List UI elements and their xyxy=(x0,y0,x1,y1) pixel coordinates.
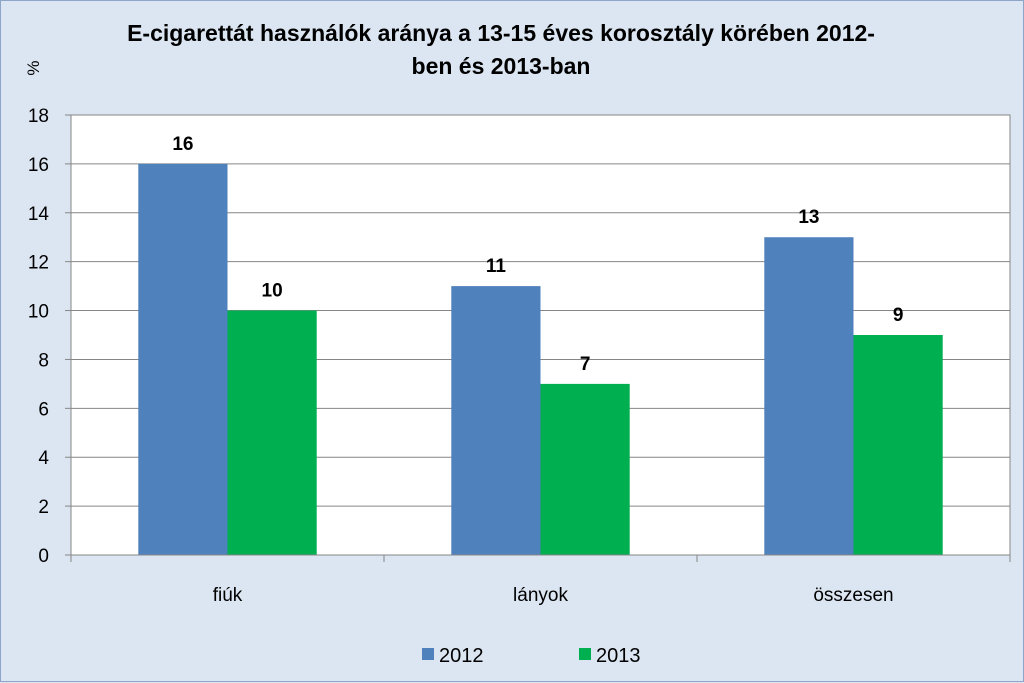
y-tick-label: 14 xyxy=(28,204,50,225)
y-tick-label: 10 xyxy=(28,302,49,323)
axes xyxy=(65,114,1011,562)
data-label: 13 xyxy=(798,207,819,228)
y-tick-label: 0 xyxy=(38,546,49,567)
bar-2012-1 xyxy=(451,286,541,555)
bar-2013-2 xyxy=(853,335,943,555)
legend: 2012 2013 xyxy=(422,645,641,667)
data-label: 11 xyxy=(486,256,507,277)
y-tick-label: 4 xyxy=(38,448,49,469)
x-tick-label: fiúk xyxy=(213,585,243,606)
y-axis-label: % xyxy=(24,60,43,75)
y-tick-label: 6 xyxy=(38,399,49,420)
y-tick-label: 16 xyxy=(28,155,49,176)
bar-2012-0 xyxy=(138,163,228,555)
data-label: 16 xyxy=(172,134,193,155)
data-label: 10 xyxy=(262,281,283,302)
bar-2013-0 xyxy=(227,310,317,555)
bar-2012-2 xyxy=(764,237,854,555)
chart-title-line-1: E-cigarettát használók aránya a 13-15 év… xyxy=(127,20,875,46)
y-tick-label: 18 xyxy=(28,106,49,127)
y-tick-label: 12 xyxy=(28,253,49,274)
legend-swatch-2013 xyxy=(579,648,591,660)
data-label: 7 xyxy=(580,354,591,375)
bar-2013-1 xyxy=(540,383,630,555)
bars xyxy=(138,163,943,555)
data-labels: 16 10 11 7 13 9 xyxy=(172,134,903,375)
y-tick-labels: 0 2 4 6 8 10 12 14 16 18 xyxy=(28,106,50,567)
y-tick-label: 8 xyxy=(38,350,49,371)
chart-title-line-2: ben és 2013-ban xyxy=(412,53,591,79)
legend-label: 2013 xyxy=(596,645,641,667)
x-tick-label: lányok xyxy=(513,585,568,606)
x-tick-label: összesen xyxy=(813,585,893,606)
y-tick-label: 2 xyxy=(38,497,49,518)
data-label: 9 xyxy=(893,305,904,326)
legend-swatch-2012 xyxy=(422,648,434,660)
x-tick-labels: fiúk lányok összesen xyxy=(213,585,894,606)
legend-label: 2012 xyxy=(439,645,484,667)
